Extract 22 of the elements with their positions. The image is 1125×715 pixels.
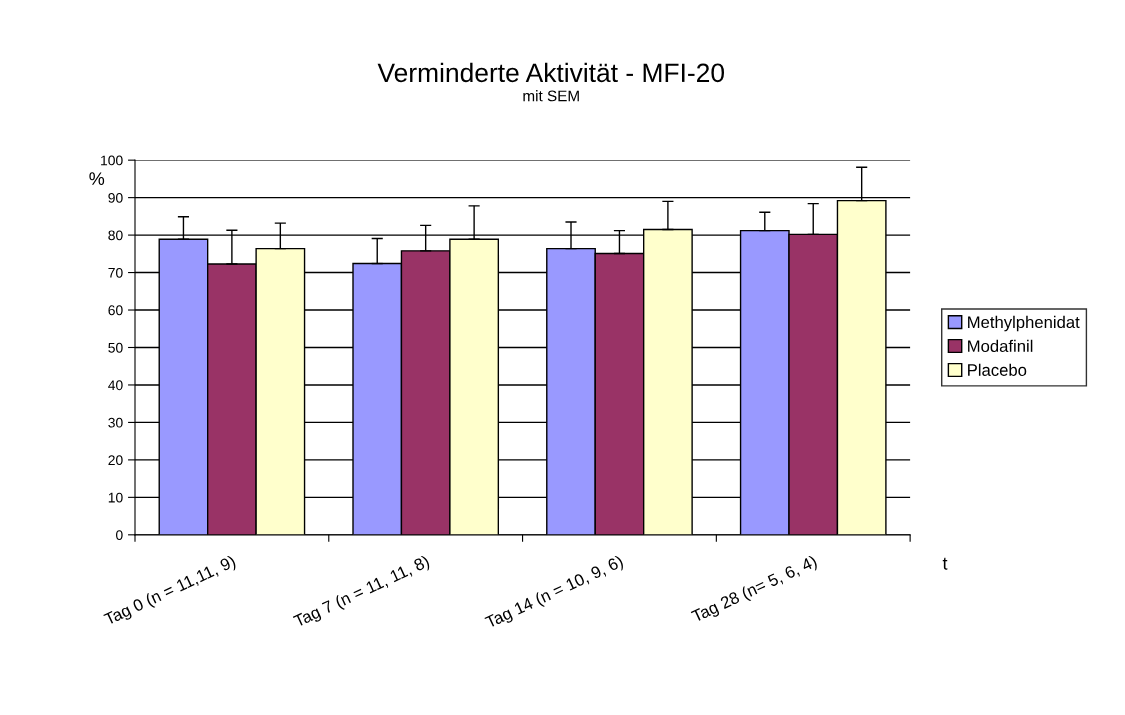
legend-label: Placebo bbox=[968, 363, 1027, 376]
x-tick-label: Tag 0 (n = 11,11, 9) bbox=[103, 554, 238, 629]
x-tick-label: Tag 14 (n = 10, 9, 6) bbox=[484, 554, 626, 632]
y-tick-label: 20 bbox=[108, 455, 123, 466]
y-axis-title: % bbox=[89, 172, 105, 185]
chart-title: Verminderte Aktivität - MFI-20 bbox=[377, 62, 725, 83]
y-tick-label: 80 bbox=[108, 230, 123, 241]
y-tick-label: 100 bbox=[101, 155, 123, 166]
legend-label: Modafinil bbox=[968, 339, 1033, 353]
x-axis-title: t bbox=[942, 557, 948, 570]
y-tick-label: 60 bbox=[108, 305, 123, 316]
y-tick-label: 30 bbox=[108, 417, 123, 428]
legend-label: Methylphenidat bbox=[968, 315, 1080, 332]
y-tick-label: 40 bbox=[108, 380, 123, 391]
y-tick-label: 0 bbox=[116, 530, 123, 540]
chart-subtitle: mit SEM bbox=[523, 90, 579, 102]
y-tick-label: 70 bbox=[108, 267, 123, 278]
y-tick-label: 10 bbox=[108, 492, 123, 503]
x-tick-label: Tag 7 (n = 11, 11, 8) bbox=[292, 554, 432, 631]
y-tick-label: 50 bbox=[108, 342, 123, 353]
y-tick-label: 90 bbox=[108, 192, 123, 203]
x-tick-label: Tag 28 (n= 5, 6, 4) bbox=[690, 554, 819, 626]
